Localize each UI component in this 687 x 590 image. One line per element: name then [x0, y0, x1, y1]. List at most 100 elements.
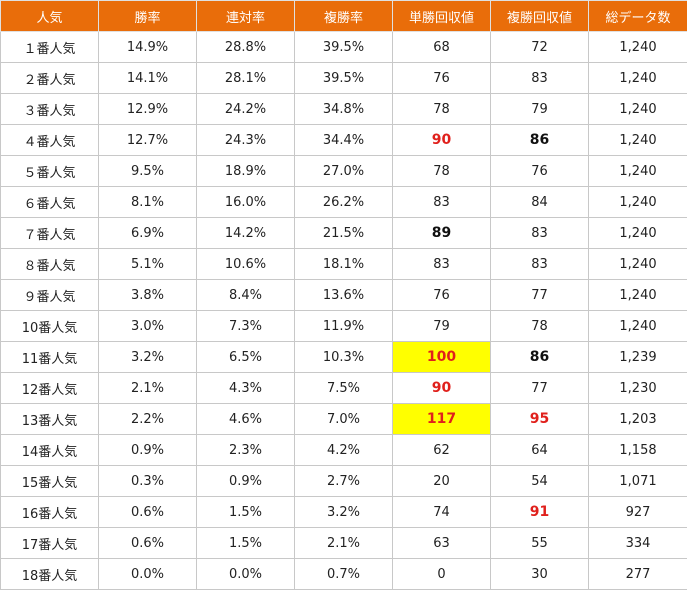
- table-row: 12番人気 2.1% 4.3% 7.5% 90 77 1,230: [0, 372, 687, 404]
- header-place-return: 複勝回収値: [490, 0, 589, 32]
- cell-win-rate: 2.1%: [98, 372, 197, 404]
- cell-top2-rate: 8.4%: [196, 279, 295, 311]
- cell-top3-rate: 18.1%: [294, 248, 393, 280]
- cell-popularity: ９番人気: [0, 279, 99, 311]
- cell-place-return: 54: [490, 465, 589, 497]
- cell-win-rate: 3.2%: [98, 341, 197, 373]
- cell-place-return: 55: [490, 527, 589, 559]
- cell-top2-rate: 4.3%: [196, 372, 295, 404]
- cell-top2-rate: 10.6%: [196, 248, 295, 280]
- cell-total-count: 1,240: [588, 310, 687, 342]
- cell-win-rate: 0.3%: [98, 465, 197, 497]
- cell-top3-rate: 39.5%: [294, 31, 393, 63]
- cell-place-return: 30: [490, 558, 589, 590]
- cell-popularity: ２番人気: [0, 62, 99, 94]
- cell-top3-rate: 7.5%: [294, 372, 393, 404]
- cell-win-return: 78: [392, 155, 491, 187]
- cell-popularity: ３番人気: [0, 93, 99, 125]
- cell-win-return: 63: [392, 527, 491, 559]
- cell-total-count: 1,158: [588, 434, 687, 466]
- cell-total-count: 1,203: [588, 403, 687, 435]
- cell-total-count: 1,240: [588, 31, 687, 63]
- header-top3-rate: 複勝率: [294, 0, 393, 32]
- cell-popularity: 14番人気: [0, 434, 99, 466]
- cell-top2-rate: 18.9%: [196, 155, 295, 187]
- cell-top3-rate: 3.2%: [294, 496, 393, 528]
- cell-popularity: ６番人気: [0, 186, 99, 218]
- table-row: ５番人気 9.5% 18.9% 27.0% 78 76 1,240: [0, 155, 687, 187]
- cell-win-rate: 5.1%: [98, 248, 197, 280]
- cell-win-return: 117: [392, 403, 491, 435]
- cell-popularity: 13番人気: [0, 403, 99, 435]
- cell-top2-rate: 24.2%: [196, 93, 295, 125]
- cell-win-rate: 12.9%: [98, 93, 197, 125]
- cell-total-count: 1,240: [588, 155, 687, 187]
- cell-place-return: 76: [490, 155, 589, 187]
- cell-place-return: 84: [490, 186, 589, 218]
- table-row: ９番人気 3.8% 8.4% 13.6% 76 77 1,240: [0, 279, 687, 311]
- cell-place-return: 77: [490, 372, 589, 404]
- header-win-return: 単勝回収値: [392, 0, 491, 32]
- header-total-count: 総データ数: [588, 0, 687, 32]
- cell-top2-rate: 4.6%: [196, 403, 295, 435]
- cell-top2-rate: 1.5%: [196, 527, 295, 559]
- table-row: 13番人気 2.2% 4.6% 7.0% 117 95 1,203: [0, 403, 687, 435]
- cell-place-return: 86: [490, 341, 589, 373]
- cell-place-return: 83: [490, 62, 589, 94]
- table-row: 10番人気 3.0% 7.3% 11.9% 79 78 1,240: [0, 310, 687, 342]
- cell-top3-rate: 34.8%: [294, 93, 393, 125]
- cell-top3-rate: 2.7%: [294, 465, 393, 497]
- table-row: ２番人気 14.1% 28.1% 39.5% 76 83 1,240: [0, 62, 687, 94]
- cell-win-return: 0: [392, 558, 491, 590]
- cell-top3-rate: 27.0%: [294, 155, 393, 187]
- cell-popularity: ５番人気: [0, 155, 99, 187]
- cell-place-return: 86: [490, 124, 589, 156]
- cell-place-return: 91: [490, 496, 589, 528]
- cell-total-count: 1,240: [588, 124, 687, 156]
- cell-place-return: 72: [490, 31, 589, 63]
- cell-popularity: ７番人気: [0, 217, 99, 249]
- cell-win-return: 90: [392, 124, 491, 156]
- cell-popularity: ８番人気: [0, 248, 99, 280]
- cell-popularity: １番人気: [0, 31, 99, 63]
- cell-top3-rate: 11.9%: [294, 310, 393, 342]
- cell-top2-rate: 28.1%: [196, 62, 295, 94]
- cell-place-return: 78: [490, 310, 589, 342]
- cell-place-return: 95: [490, 403, 589, 435]
- cell-total-count: 1,240: [588, 186, 687, 218]
- cell-win-rate: 6.9%: [98, 217, 197, 249]
- cell-popularity: 18番人気: [0, 558, 99, 590]
- table-row: ８番人気 5.1% 10.6% 18.1% 83 83 1,240: [0, 248, 687, 280]
- cell-total-count: 1,230: [588, 372, 687, 404]
- cell-win-rate: 8.1%: [98, 186, 197, 218]
- cell-win-rate: 0.0%: [98, 558, 197, 590]
- cell-place-return: 83: [490, 217, 589, 249]
- cell-top2-rate: 24.3%: [196, 124, 295, 156]
- cell-total-count: 1,071: [588, 465, 687, 497]
- table-body: １番人気 14.9% 28.8% 39.5% 68 72 1,240 ２番人気 14.1% 28.…: [0, 31, 687, 590]
- header-popularity: 人気: [0, 0, 99, 32]
- cell-total-count: 927: [588, 496, 687, 528]
- cell-total-count: 277: [588, 558, 687, 590]
- table-row: ４番人気 12.7% 24.3% 34.4% 90 86 1,240: [0, 124, 687, 156]
- cell-total-count: 1,240: [588, 217, 687, 249]
- cell-total-count: 1,240: [588, 93, 687, 125]
- cell-top3-rate: 34.4%: [294, 124, 393, 156]
- cell-top3-rate: 10.3%: [294, 341, 393, 373]
- cell-win-return: 76: [392, 62, 491, 94]
- cell-win-rate: 12.7%: [98, 124, 197, 156]
- cell-top3-rate: 21.5%: [294, 217, 393, 249]
- cell-top3-rate: 13.6%: [294, 279, 393, 311]
- cell-top3-rate: 39.5%: [294, 62, 393, 94]
- cell-popularity: 17番人気: [0, 527, 99, 559]
- cell-total-count: 1,240: [588, 62, 687, 94]
- cell-top2-rate: 1.5%: [196, 496, 295, 528]
- cell-popularity: 11番人気: [0, 341, 99, 373]
- cell-top2-rate: 28.8%: [196, 31, 295, 63]
- cell-win-rate: 3.0%: [98, 310, 197, 342]
- table-row: 14番人気 0.9% 2.3% 4.2% 62 64 1,158: [0, 434, 687, 466]
- cell-popularity: 15番人気: [0, 465, 99, 497]
- cell-top3-rate: 0.7%: [294, 558, 393, 590]
- cell-top2-rate: 14.2%: [196, 217, 295, 249]
